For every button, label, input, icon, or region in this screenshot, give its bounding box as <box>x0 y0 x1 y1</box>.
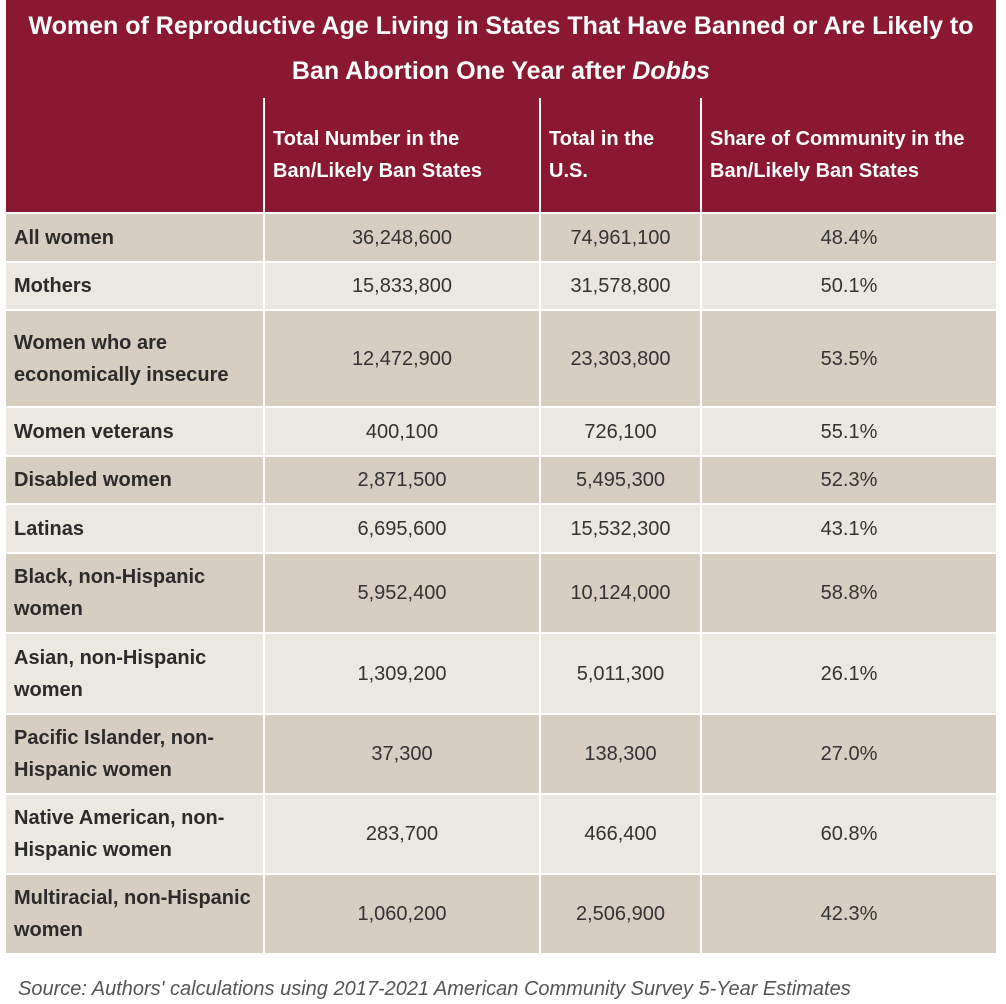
row-label: Native American, non-Hispanic women <box>6 794 264 875</box>
table-row: Pacific Islander, non-Hispanic women 37,3… <box>6 714 996 795</box>
header-cell-ban-states: Total Number in the Ban/Likely Ban State… <box>263 98 540 214</box>
title-text: Women of Reproductive Age Living in Stat… <box>28 12 974 85</box>
header-cell-us-total: Total in the U.S. <box>539 98 701 214</box>
us-total-value: 138,300 <box>539 714 701 795</box>
header-cell-category <box>6 98 264 214</box>
row-label: All women <box>6 213 264 263</box>
ban-states-value: 37,300 <box>263 714 540 795</box>
us-total-value: 726,100 <box>539 407 701 457</box>
share-value: 48.4% <box>700 213 996 263</box>
share-value: 27.0% <box>700 714 996 795</box>
table-row: Asian, non-Hispanic women 1,309,200 5,011,… <box>6 633 996 715</box>
row-label: Black, non-Hispanic women <box>6 553 264 634</box>
table-row: Black, non-Hispanic women 5,952,400 10,124… <box>6 553 996 634</box>
ban-states-value: 36,248,600 <box>263 213 540 263</box>
title-dobbs: Dobbs <box>632 57 711 85</box>
row-label: Latinas <box>6 504 264 554</box>
ban-states-value: 5,952,400 <box>263 553 540 634</box>
row-label: Disabled women <box>6 456 264 505</box>
ban-states-value: 12,472,900 <box>263 310 540 408</box>
us-total-value: 31,578,800 <box>539 262 701 311</box>
table-row: Women who are economically insecure 12,47… <box>6 310 996 408</box>
share-value: 42.3% <box>700 874 996 955</box>
table-row: Mothers 15,833,800 31,578,800 50.1% <box>6 262 996 311</box>
table-row: Women veterans 400,100 726,100 55.1% <box>6 407 996 457</box>
table-row: Multiracial, non-Hispanic women 1,060,200… <box>6 874 996 955</box>
ban-states-value: 400,100 <box>263 407 540 457</box>
ban-states-value: 15,833,800 <box>263 262 540 311</box>
share-value: 50.1% <box>700 262 996 311</box>
ban-states-value: 1,060,200 <box>263 874 540 955</box>
row-label: Multiracial, non-Hispanic women <box>6 874 264 955</box>
share-value: 43.1% <box>700 504 996 554</box>
ban-states-value: 283,700 <box>263 794 540 875</box>
row-label: Mothers <box>6 262 264 311</box>
table-row: Latinas 6,695,600 15,532,300 43.1% <box>6 504 996 554</box>
us-total-value: 10,124,000 <box>539 553 701 634</box>
share-value: 53.5% <box>700 310 996 408</box>
table-title: Women of Reproductive Age Living in Stat… <box>6 0 996 98</box>
share-value: 52.3% <box>700 456 996 505</box>
header-row: Total Number in the Ban/Likely Ban State… <box>6 98 996 214</box>
table-row: Disabled women 2,871,500 5,495,300 52.3% <box>6 456 996 505</box>
table-body: All women 36,248,600 74,961,100 48.4% Mother… <box>6 213 996 955</box>
us-total-value: 5,495,300 <box>539 456 701 505</box>
us-total-value: 5,011,300 <box>539 633 701 715</box>
share-value: 55.1% <box>700 407 996 457</box>
share-value: 60.8% <box>700 794 996 875</box>
header-cell-share: Share of Community in the Ban/Likely Ban… <box>700 98 996 214</box>
table-header: Total Number in the Ban/Likely Ban State… <box>6 98 996 214</box>
share-value: 58.8% <box>700 553 996 634</box>
us-total-value: 2,506,900 <box>539 874 701 955</box>
row-label: Pacific Islander, non-Hispanic women <box>6 714 264 795</box>
source-note: Source: Authors' calculations using 2017… <box>18 978 851 1000</box>
ban-states-value: 6,695,600 <box>263 504 540 554</box>
ban-states-value: 2,871,500 <box>263 456 540 505</box>
ban-states-value: 1,309,200 <box>263 633 540 715</box>
row-label: Women who are economically insecure <box>6 310 264 408</box>
share-value: 26.1% <box>700 633 996 715</box>
table-row: Native American, non-Hispanic women 283,7… <box>6 794 996 875</box>
row-label: Women veterans <box>6 407 264 457</box>
data-table: Total Number in the Ban/Likely Ban State… <box>6 98 996 955</box>
us-total-value: 74,961,100 <box>539 213 701 263</box>
us-total-value: 466,400 <box>539 794 701 875</box>
table-row: All women 36,248,600 74,961,100 48.4% <box>6 213 996 263</box>
row-label: Asian, non-Hispanic women <box>6 633 264 715</box>
us-total-value: 15,532,300 <box>539 504 701 554</box>
us-total-value: 23,303,800 <box>539 310 701 408</box>
